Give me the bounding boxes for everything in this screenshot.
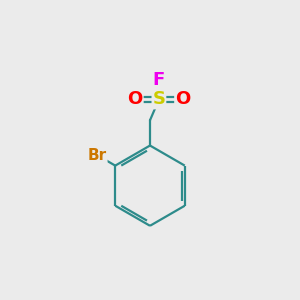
Text: S: S (152, 91, 165, 109)
Text: Br: Br (88, 148, 107, 163)
Text: O: O (128, 91, 143, 109)
Text: F: F (153, 71, 165, 89)
Text: O: O (175, 91, 190, 109)
